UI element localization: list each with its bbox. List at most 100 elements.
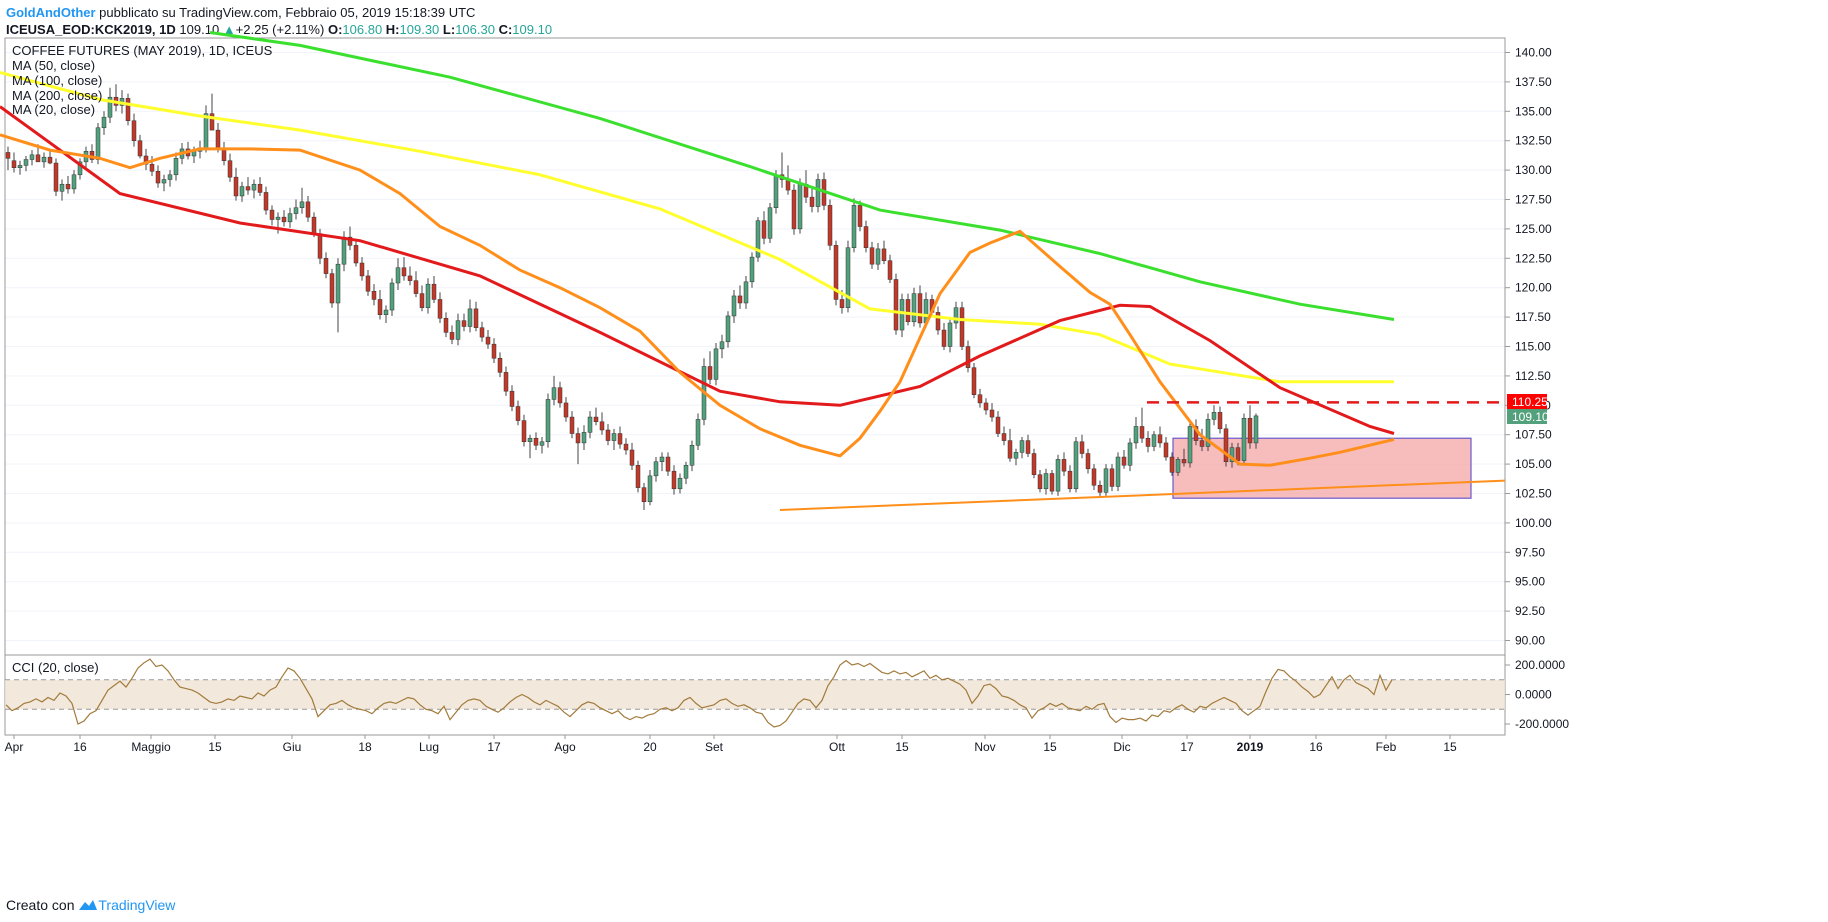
x-tick-label: 15 xyxy=(1043,740,1057,754)
candle-up xyxy=(1205,419,1211,447)
candle-down xyxy=(917,293,923,324)
candle-up xyxy=(749,256,755,283)
chart-header: GoldAndOther pubblicato su TradingView.c… xyxy=(6,4,552,38)
grid xyxy=(5,52,1505,641)
candle-down xyxy=(959,307,965,347)
candle-down xyxy=(995,416,1001,434)
candle-down xyxy=(137,140,143,157)
last-price-tag xyxy=(1507,409,1547,424)
y-tick-label: 102.50 xyxy=(1515,487,1552,501)
candle-up xyxy=(95,127,101,160)
candle-up xyxy=(845,247,851,308)
instrument-title: COFFEE FUTURES (MAY 2019), 1D, ICEUS xyxy=(12,43,273,58)
candle-down xyxy=(665,456,671,472)
candle-down xyxy=(737,295,743,304)
candle-up xyxy=(743,281,749,304)
ma100-line[interactable] xyxy=(0,71,1394,384)
candle-down xyxy=(1163,442,1169,458)
candle-down xyxy=(599,421,605,431)
y-tick-label: 137.50 xyxy=(1515,75,1552,89)
ma100-legend[interactable]: MA (100, close) xyxy=(12,73,102,88)
candle-down xyxy=(209,113,215,131)
candle-down xyxy=(1169,456,1175,473)
candle-down xyxy=(1037,474,1043,490)
candle-down xyxy=(893,279,899,331)
candle-up xyxy=(101,116,107,129)
ma200-line[interactable] xyxy=(209,31,1395,321)
candle-up xyxy=(1229,447,1235,462)
candle-down xyxy=(977,394,983,404)
x-tick-label: 16 xyxy=(1309,740,1323,754)
x-tick-label: 20 xyxy=(643,740,657,754)
y-tick-label: 130.00 xyxy=(1515,163,1552,177)
symbol-line: ICEUSA_EOD:KCK2019, 1D 109.10 ▲+2.25 (+2… xyxy=(6,21,552,38)
candle-down xyxy=(935,312,941,331)
tradingview-link[interactable]: TradingView xyxy=(98,897,176,913)
ma50-legend[interactable]: MA (50, close) xyxy=(12,58,95,73)
candle-down xyxy=(641,487,647,502)
candle-down xyxy=(329,273,335,304)
candle-up xyxy=(1043,473,1049,490)
candle-up xyxy=(755,220,761,258)
candle-down xyxy=(1085,453,1091,470)
x-tick-label: Ago xyxy=(554,740,576,754)
candle-down xyxy=(65,183,71,190)
candle-down xyxy=(509,390,515,407)
candle-down xyxy=(419,293,425,308)
candle-down xyxy=(377,299,383,315)
candle-down xyxy=(35,154,41,163)
candle-up xyxy=(1115,456,1121,487)
tradingview-logo-icon[interactable] xyxy=(78,899,98,911)
x-tick-label: 2019 xyxy=(1237,740,1264,754)
ma200-legend[interactable]: MA (200, close) xyxy=(12,88,102,103)
y-tick-label: 135.00 xyxy=(1515,104,1552,118)
candle-down xyxy=(1079,441,1085,454)
price-axis[interactable]: 140.00 137.50 135.00 132.50 130.00 127.50 125.… xyxy=(1505,46,1552,648)
y-tick-label: 90.00 xyxy=(1515,634,1545,648)
ma50-line[interactable] xyxy=(0,105,1395,435)
candle-down xyxy=(443,318,449,333)
candle-down xyxy=(1031,453,1037,475)
candle-up xyxy=(287,213,293,223)
ma20-line[interactable] xyxy=(0,133,1395,467)
x-tick-label: Giu xyxy=(283,740,302,754)
candle-down xyxy=(311,216,317,234)
cci-tick-label: 200.0000 xyxy=(1515,658,1565,672)
candle-down xyxy=(1145,437,1151,447)
x-tick-label: 16 xyxy=(73,740,87,754)
candle-up xyxy=(1103,468,1109,493)
y-tick-label: 107.50 xyxy=(1515,428,1552,442)
candle-down xyxy=(839,299,845,308)
open-value: 106.80 xyxy=(342,22,383,37)
candle-up xyxy=(725,315,731,343)
candle-up xyxy=(911,293,917,323)
candle-down xyxy=(905,299,911,323)
candle-down xyxy=(761,220,767,239)
candle-down xyxy=(983,402,989,411)
candle-up xyxy=(797,183,803,230)
y-tick-label: 140.00 xyxy=(1515,46,1552,60)
candle-up xyxy=(1241,417,1247,461)
chart-canvas[interactable]: COFFEE FUTURES (MAY 2019), 1D, ICEUS MA … xyxy=(0,0,1828,880)
support-trendline[interactable] xyxy=(779,479,1506,511)
candle-down xyxy=(479,327,485,338)
x-tick-label: Maggio xyxy=(131,740,171,754)
author-link[interactable]: GoldAndOther xyxy=(6,5,96,20)
cci-line[interactable] xyxy=(5,658,1393,728)
candle-up xyxy=(1127,442,1133,466)
candle-down xyxy=(707,366,713,380)
candle-up xyxy=(467,308,473,327)
candle-down xyxy=(1247,417,1253,444)
candle-down xyxy=(1097,485,1103,493)
time-axis[interactable]: Apr 16 Maggio 15 Giu 18 Lug 17 Ago 20 Set Ott 15 Nov 1… xyxy=(5,735,1457,754)
cci-axis[interactable]: 200.0000 0.0000 -200.0000 xyxy=(1505,658,1569,731)
candle-down xyxy=(1001,433,1007,441)
candle-down xyxy=(233,176,239,197)
candle-down xyxy=(1157,434,1163,444)
x-tick-label: Nov xyxy=(974,740,995,754)
ma20-legend[interactable]: MA (20, close) xyxy=(12,102,95,117)
candle-down xyxy=(407,275,413,281)
cci-legend[interactable]: CCI (20, close) xyxy=(12,660,99,675)
candle-up xyxy=(527,437,533,443)
candle-down xyxy=(593,416,599,423)
